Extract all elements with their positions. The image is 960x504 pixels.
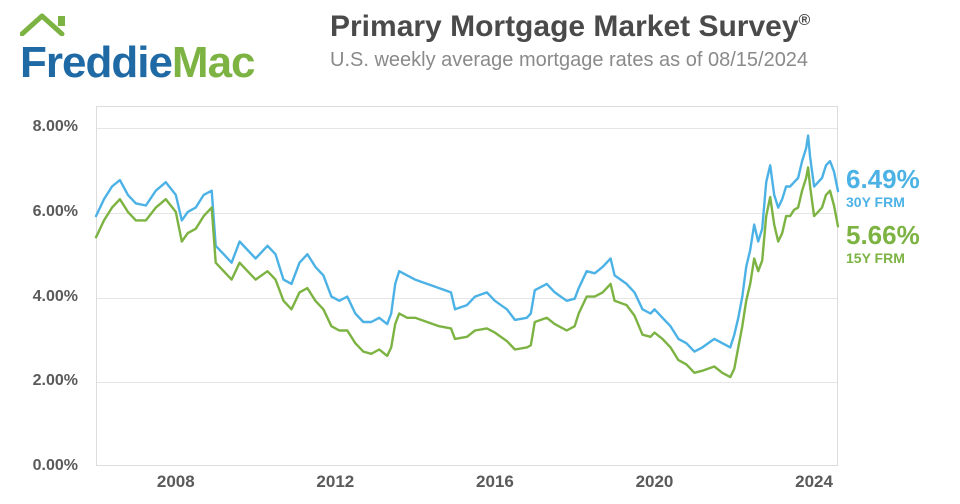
y-tick-label: 4.00%	[33, 288, 78, 306]
legend-value: 6.49%	[846, 166, 956, 193]
x-axis-labels: 2008 2012 2016 2020 2024	[96, 468, 838, 498]
x-tick-label: 2012	[316, 472, 354, 492]
logo-text-freddie: Freddie	[20, 38, 172, 87]
header: FreddieMac Primary Mortgage Market Surve…	[20, 6, 940, 106]
legend-entry: 5.66% 15Y FRM	[846, 222, 956, 266]
logo-text-mac: Mac	[172, 38, 255, 87]
series-lines	[96, 106, 838, 466]
title-text: Primary Mortgage Market Survey	[330, 10, 799, 43]
legend: 6.49% 30Y FRM 5.66% 15Y FRM	[846, 166, 956, 278]
series-line	[96, 136, 838, 352]
legend-label: 30Y FRM	[846, 195, 956, 210]
page-subtitle: U.S. weekly average mortgage rates as of…	[330, 49, 810, 72]
legend-label: 15Y FRM	[846, 251, 956, 266]
x-tick-label: 2008	[157, 472, 195, 492]
y-tick-label: 0.00%	[33, 457, 78, 475]
y-tick-label: 2.00%	[33, 372, 78, 390]
legend-entry: 6.49% 30Y FRM	[846, 166, 956, 210]
page: FreddieMac Primary Mortgage Market Surve…	[0, 0, 960, 504]
y-tick-label: 6.00%	[33, 203, 78, 221]
x-tick-label: 2016	[476, 472, 514, 492]
y-axis-labels: 0.00% 2.00% 4.00% 6.00% 8.00%	[0, 106, 90, 504]
freddie-mac-logo: FreddieMac	[20, 12, 320, 85]
x-tick-label: 2020	[636, 472, 674, 492]
legend-value: 5.66%	[846, 222, 956, 249]
titles: Primary Mortgage Market Survey® U.S. wee…	[330, 10, 810, 72]
page-title: Primary Mortgage Market Survey®	[330, 10, 810, 43]
title-suffix: ®	[799, 12, 811, 29]
roof-icon	[20, 12, 76, 41]
x-tick-label: 2024	[795, 472, 833, 492]
chart: 0.00%2.00%4.00%6.00%8.00% 20082012201620…	[0, 106, 960, 504]
y-tick-label: 8.00%	[33, 118, 78, 136]
